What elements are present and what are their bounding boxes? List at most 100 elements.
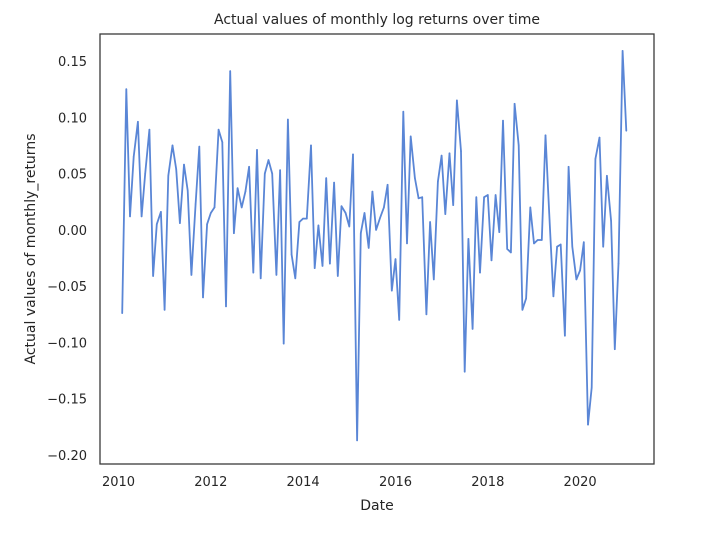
data-point [140, 215, 143, 218]
data-point [571, 245, 574, 248]
data-point [306, 217, 308, 220]
y-axis-ticks: 0.15 0.10 0.05 0.00 −0.05 −0.10 −0.15 −0.20 [47, 55, 87, 464]
data-point [383, 206, 385, 209]
data-point [294, 277, 297, 280]
x-tick-label: 2016 [379, 475, 412, 490]
data-point [298, 221, 301, 223]
data-point [617, 262, 620, 265]
data-point [317, 224, 320, 227]
data-point [471, 328, 474, 330]
data-point [556, 245, 558, 248]
data-point [363, 212, 366, 214]
series-line [121, 50, 628, 442]
data-point [156, 223, 158, 225]
data-point [279, 169, 281, 171]
data-point [433, 278, 435, 281]
x-tick-label: 2014 [287, 475, 320, 490]
data-point [559, 243, 562, 246]
data-point [621, 50, 624, 52]
y-tick-label: −0.05 [47, 280, 87, 295]
data-point [344, 212, 347, 214]
data-point [290, 253, 293, 256]
data-point [198, 145, 201, 148]
data-point [144, 172, 146, 175]
data-point [240, 206, 243, 209]
data-point [148, 128, 151, 131]
plot-area [121, 50, 628, 442]
data-point [402, 110, 405, 113]
data-point [386, 184, 389, 186]
data-point [479, 271, 481, 274]
data-point [513, 103, 516, 105]
data-point [282, 342, 285, 345]
x-tick-label: 2020 [564, 475, 597, 490]
data-point [367, 247, 370, 249]
data-point [598, 136, 601, 139]
data-point [190, 274, 193, 276]
data-point [229, 70, 231, 72]
y-tick-label: −0.20 [47, 449, 87, 464]
data-point [379, 216, 382, 219]
data-point [590, 386, 593, 389]
data-point [463, 370, 466, 373]
data-point [171, 144, 174, 147]
data-point [287, 118, 289, 121]
data-point [587, 423, 589, 426]
plot-frame [99, 33, 655, 465]
data-point [213, 206, 216, 209]
y-tick-label: 0.05 [58, 168, 87, 183]
data-point [398, 319, 401, 321]
data-point [310, 144, 312, 147]
data-point [333, 181, 335, 184]
data-point [575, 278, 578, 281]
data-point [302, 217, 304, 220]
data-point [610, 220, 612, 222]
data-point [414, 177, 416, 179]
data-point [475, 196, 478, 198]
data-point [325, 177, 328, 179]
data-point [244, 190, 247, 193]
y-tick-label: −0.15 [47, 393, 87, 408]
data-point [352, 153, 354, 156]
data-point [417, 197, 420, 200]
y-tick-label: 0.10 [58, 111, 87, 126]
data-point [394, 258, 397, 260]
data-point [498, 231, 501, 233]
data-point [440, 154, 443, 157]
data-point [448, 152, 451, 155]
data-point [625, 130, 628, 132]
data-point [183, 163, 185, 166]
data-point [544, 134, 547, 137]
data-point [175, 168, 177, 170]
data-point [564, 334, 566, 337]
data-point [452, 204, 455, 206]
data-point [467, 238, 470, 240]
data-point [421, 196, 424, 198]
data-point [579, 269, 581, 272]
data-point [594, 158, 597, 160]
data-point [506, 248, 509, 250]
data-point [371, 190, 374, 193]
x-tick-label: 2010 [102, 475, 135, 490]
data-point [152, 275, 154, 277]
data-point [356, 439, 358, 442]
data-point [529, 206, 532, 209]
data-point [321, 265, 324, 267]
y-axis-label: Actual values of monthly_returns [23, 134, 39, 365]
data-point [329, 262, 331, 265]
data-point [194, 203, 197, 205]
x-axis-ticks: 2010 2012 2014 2016 2018 2020 [102, 475, 597, 490]
data-point [256, 149, 258, 151]
data-point [167, 175, 170, 177]
data-point [210, 212, 212, 214]
data-point [202, 296, 204, 299]
data-point [271, 172, 274, 175]
data-point [391, 289, 393, 292]
data-point [252, 271, 255, 274]
data-point [125, 88, 128, 90]
data-point [375, 229, 377, 231]
y-tick-label: 0.00 [58, 224, 87, 239]
data-point [510, 251, 512, 254]
